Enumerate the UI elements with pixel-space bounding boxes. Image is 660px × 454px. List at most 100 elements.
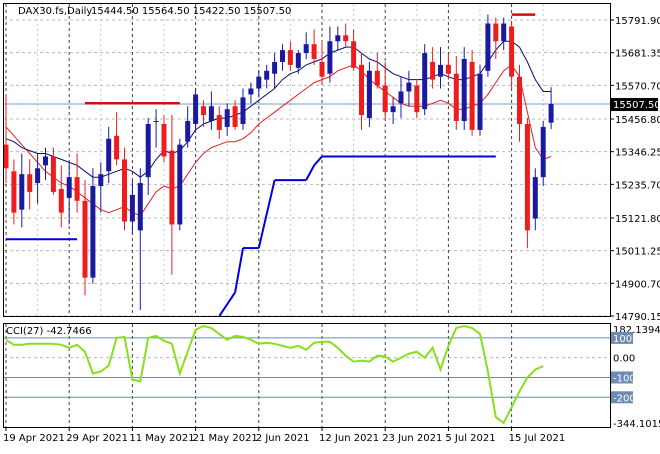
cci-panel-frame <box>3 323 611 428</box>
candle-body <box>177 144 183 225</box>
candle-body <box>232 106 238 127</box>
candle-body <box>295 53 301 68</box>
slow-ma-line <box>5 64 552 217</box>
x-tick-label: 21 May 2021 <box>193 433 258 444</box>
axes: 15791.90 15681.35 15570.70 15456.80 15346.25… <box>3 16 660 444</box>
candle-body <box>74 177 80 201</box>
candle-body <box>208 106 214 122</box>
candle-body <box>272 61 278 74</box>
main-panel-frame <box>3 3 611 317</box>
candle-body <box>398 91 404 104</box>
x-tick-label: 11 May 2021 <box>129 433 194 444</box>
x-tick-label: 23 Jun 2021 <box>382 433 442 444</box>
cci-y-tick-label: -344.1015 <box>613 419 660 430</box>
candle-body <box>256 76 262 89</box>
candle-body <box>145 123 151 178</box>
last-price-tag <box>611 98 658 112</box>
candle-body <box>319 61 325 77</box>
x-tick-label: 29 Apr 2021 <box>66 433 128 444</box>
candle-body <box>11 171 17 213</box>
support-line-segment <box>218 291 236 317</box>
candle-body <box>185 121 191 142</box>
cci-level-tag <box>611 371 633 384</box>
candle-body <box>248 88 254 95</box>
candle-body <box>287 50 293 65</box>
candle-body <box>540 126 546 178</box>
y-tick-label: 14790.15 <box>615 312 660 323</box>
candle-body <box>414 85 420 113</box>
cci-level-tag <box>611 331 633 344</box>
moving-averages <box>5 40 552 217</box>
candle-body <box>50 156 56 192</box>
y-tick-label: 15235.70 <box>615 180 660 191</box>
candle-body <box>201 106 206 116</box>
resistance-lines <box>85 13 536 105</box>
candles <box>3 14 554 311</box>
candle-body <box>406 82 412 92</box>
cci-line <box>5 324 544 425</box>
ohlc-readout: 15444.50 15564.50 15422.50 15507.50 <box>91 6 291 17</box>
cci-title: CCI(27) -42.7466 <box>6 326 92 337</box>
candle-body <box>351 41 357 68</box>
cci-y-tick-label: -100 <box>613 373 636 384</box>
x-tick-label: 19 Apr 2021 <box>3 433 65 444</box>
candle-body <box>303 44 309 54</box>
candle-body <box>264 70 270 80</box>
x-tick-label: 15 Jul 2021 <box>509 433 566 444</box>
candle-body <box>3 144 9 169</box>
support-line-segment <box>305 164 315 181</box>
y-tick-label: 15791.90 <box>615 16 660 27</box>
candle-body <box>153 121 159 123</box>
candle-body <box>90 186 96 278</box>
y-tick-label: 15456.80 <box>615 115 660 126</box>
candle-body <box>461 58 467 122</box>
cci-y-tick-label: 0.00 <box>613 354 635 365</box>
candle-body <box>43 156 48 166</box>
candle-body <box>485 23 491 71</box>
main-title: DAX30.fs,Daily <box>18 6 92 17</box>
candle-body <box>422 53 428 110</box>
candle-body <box>517 76 522 124</box>
candle-body <box>82 200 88 278</box>
candle-body <box>493 23 499 42</box>
candle-body <box>129 194 135 222</box>
candle-body <box>311 44 317 59</box>
y-tick-label: 15121.80 <box>615 214 660 225</box>
candle-body <box>66 177 72 198</box>
candle-body <box>137 183 143 231</box>
support-line-segment <box>234 247 244 293</box>
cci-y-tick-label: 182.1394 <box>613 325 660 336</box>
candle-body <box>359 64 364 116</box>
support-line-segment <box>257 179 276 249</box>
candle-body <box>509 26 515 77</box>
candle-body <box>343 35 349 42</box>
candle-body <box>19 174 25 210</box>
candle-body <box>430 61 436 80</box>
y-tick-label: 14900.70 <box>615 279 660 290</box>
y-tick-label: 15570.70 <box>615 81 660 92</box>
candle-body <box>35 168 41 184</box>
fast-ma-line <box>5 40 552 178</box>
candle-body <box>27 174 33 192</box>
candle-body <box>240 97 246 124</box>
candle-body <box>374 70 380 86</box>
candle-body <box>114 135 120 160</box>
candle-body <box>501 23 507 42</box>
candle-body <box>366 70 372 119</box>
candle-body <box>224 109 230 127</box>
candle-body <box>382 85 388 113</box>
candle-body <box>445 64 451 74</box>
y-tick-label: 15346.25 <box>615 148 660 159</box>
candle-body <box>548 104 554 123</box>
y-tick-label: 15681.35 <box>615 49 660 60</box>
candle-body <box>193 94 199 124</box>
candle-body <box>390 106 396 113</box>
candle-body <box>280 50 285 62</box>
cci-y-tick-label: 100 <box>613 334 632 345</box>
candle-body <box>98 174 104 187</box>
candle-body <box>477 73 483 130</box>
candle-body <box>58 188 64 213</box>
candle-body <box>161 123 167 157</box>
